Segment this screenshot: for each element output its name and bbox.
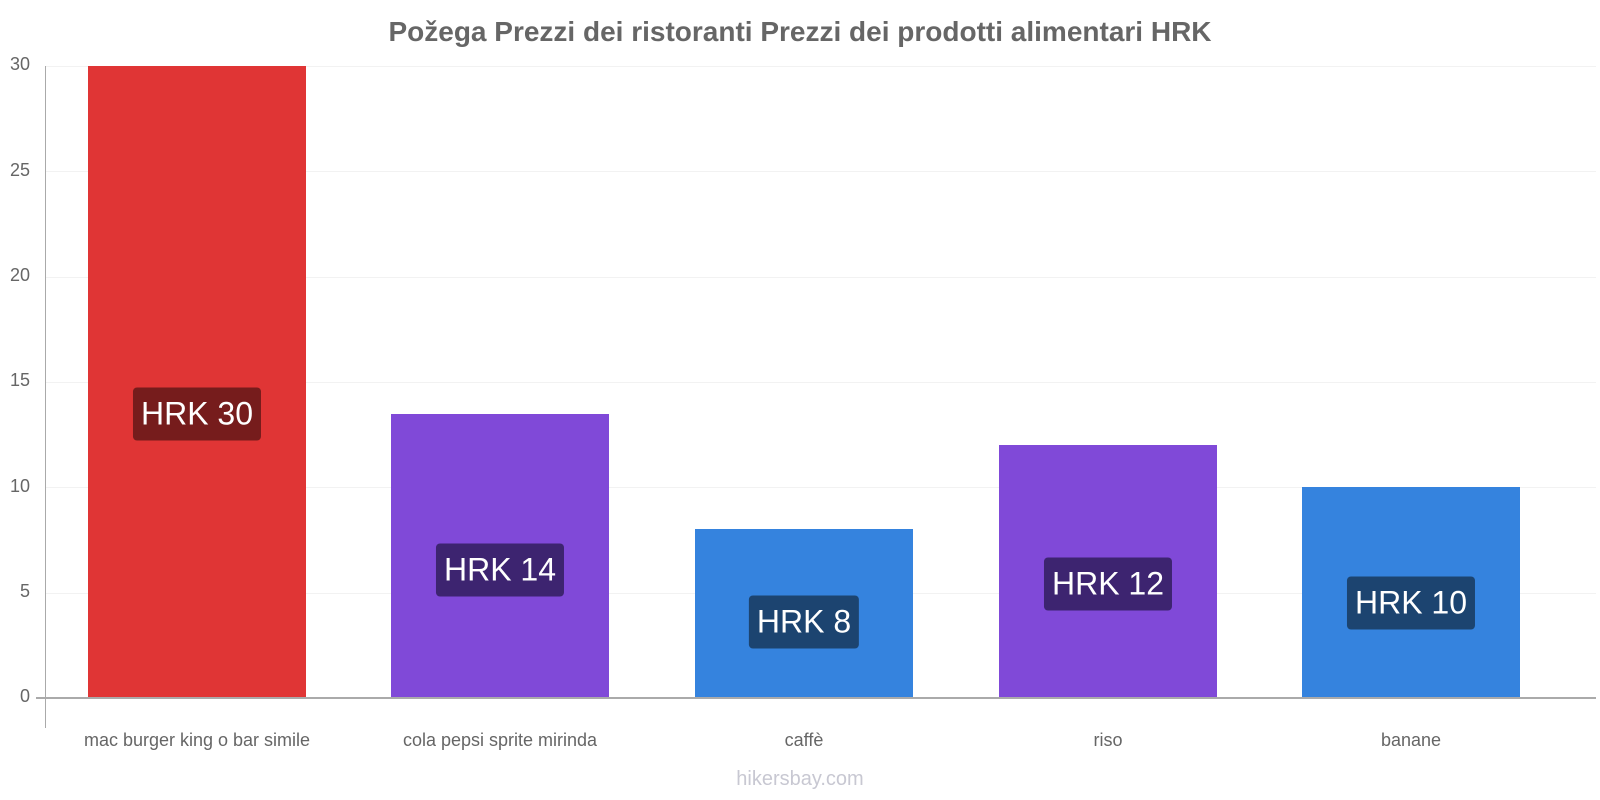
bar-value-label: HRK 8	[748, 595, 860, 649]
plot-area: HRK 30 HRK 14 HRK 8 HRK 12 HRK 10	[46, 66, 1596, 698]
bar-value-label: HRK 30	[132, 387, 262, 441]
bar-value-label: HRK 12	[1043, 557, 1173, 611]
bar: HRK 30	[88, 66, 306, 698]
bar-value-label: HRK 10	[1346, 576, 1476, 630]
y-tick-label: 20	[9, 265, 30, 285]
x-tick-label: cola pepsi sprite mirinda	[402, 730, 598, 750]
gridline	[46, 66, 1596, 67]
x-tick-label: mac burger king o bar simile	[83, 730, 311, 750]
y-tick-label: 30	[9, 54, 30, 74]
gridline	[46, 487, 1596, 488]
bar: HRK 8	[695, 529, 913, 698]
y-tick-label: 10	[9, 476, 30, 496]
bar: HRK 14	[391, 414, 609, 698]
y-tick-label: 15	[9, 370, 30, 390]
bar: HRK 10	[1302, 487, 1520, 698]
x-axis-line	[36, 697, 1596, 699]
bar-value-label: HRK 14	[435, 543, 565, 597]
y-tick-label: 5	[19, 581, 30, 601]
watermark: hikersbay.com	[736, 768, 864, 790]
gridline	[46, 277, 1596, 278]
y-axis-line	[45, 66, 46, 728]
bar: HRK 12	[999, 445, 1217, 698]
x-tick-label: riso	[1093, 730, 1123, 750]
x-tick-label: banane	[1380, 730, 1442, 750]
y-tick-label: 25	[9, 160, 30, 180]
y-tick-label: 0	[19, 686, 30, 706]
gridline	[46, 382, 1596, 383]
x-tick-label: caffè	[784, 730, 824, 750]
chart-title: Požega Prezzi dei ristoranti Prezzi dei …	[388, 16, 1212, 47]
gridline	[46, 171, 1596, 172]
